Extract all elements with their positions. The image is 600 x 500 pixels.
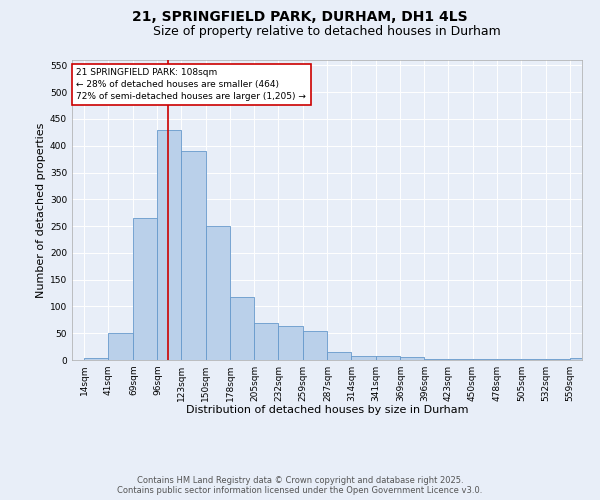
Bar [109,333,133,360]
Bar [376,356,400,360]
Bar [157,130,181,360]
Bar [302,330,328,360]
Text: 21, SPRINGFIELD PARK, DURHAM, DH1 4LS: 21, SPRINGFIELD PARK, DURHAM, DH1 4LS [132,10,468,24]
Text: Contains HM Land Registry data © Crown copyright and database right 2025.
Contai: Contains HM Land Registry data © Crown c… [118,476,482,495]
Bar [133,218,157,360]
Bar [400,358,424,360]
Bar [569,358,582,360]
Y-axis label: Number of detached properties: Number of detached properties [36,122,46,298]
Bar [352,356,376,360]
Bar [424,359,448,360]
Text: 21 SPRINGFIELD PARK: 108sqm
← 28% of detached houses are smaller (464)
72% of se: 21 SPRINGFIELD PARK: 108sqm ← 28% of det… [76,68,307,100]
Bar [85,358,109,360]
Bar [230,297,254,360]
Title: Size of property relative to detached houses in Durham: Size of property relative to detached ho… [153,25,501,38]
X-axis label: Distribution of detached houses by size in Durham: Distribution of detached houses by size … [186,406,468,415]
Bar [278,326,302,360]
Bar [328,352,352,360]
Bar [206,226,230,360]
Bar [181,151,206,360]
Bar [254,322,278,360]
